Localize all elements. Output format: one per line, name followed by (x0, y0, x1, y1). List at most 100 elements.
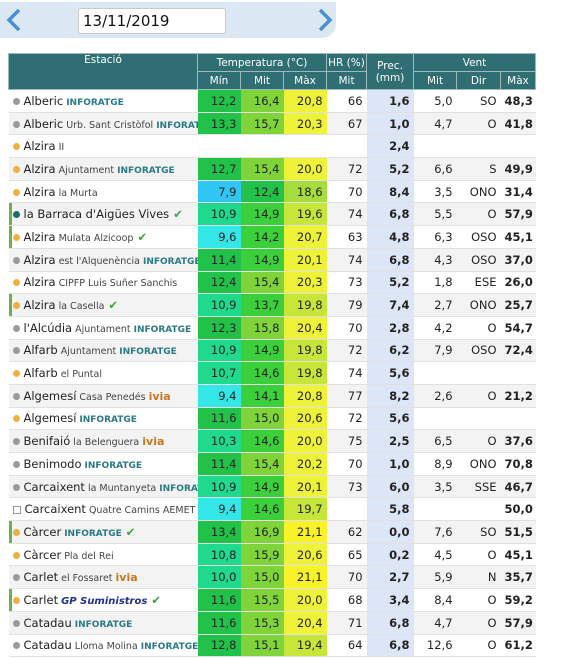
wind-dir: ONO (456, 180, 501, 204)
temp-mit: 14,1 (240, 384, 284, 408)
station-name: la Barraca d'Aigües Vives (23, 207, 170, 222)
station-detail: la Casella (58, 301, 105, 313)
temp-min (197, 134, 241, 159)
temp-max: 19,8 (283, 339, 327, 363)
station-detail: la Murta (58, 187, 98, 199)
wind-mit: 5,5 (413, 202, 457, 227)
temp-mit: 15,7 (240, 112, 284, 136)
humidity: 70 (326, 180, 367, 204)
marker (12, 256, 20, 264)
station-cell: Càrcer INFORATGE ✔ (8, 520, 198, 544)
temp-mit (240, 134, 284, 159)
temp-min: 9,4 (197, 384, 241, 408)
header-wind: Vent (413, 53, 537, 72)
humidity (326, 497, 367, 522)
humidity: 72 (326, 407, 367, 431)
wind-max: 41,8 (500, 112, 536, 136)
station-row: Càrcer Pla del Rei 10,8 15,9 20,6 65 0,2 4,5 O 45… (8, 543, 536, 567)
sub-header: Màx (500, 71, 537, 90)
wind-dir: SO (456, 89, 501, 113)
wind-max: 51,5 (500, 520, 536, 544)
source-logo: INFORATGE (79, 415, 137, 426)
temp-mit: 15,0 (240, 407, 284, 431)
station-name: Alberic (23, 116, 64, 131)
humidity: 70 (326, 565, 367, 590)
wind-mit: 12,6 (413, 634, 457, 658)
marker (12, 370, 20, 378)
wind-mit (413, 497, 457, 522)
humidity: 74 (326, 361, 367, 385)
check-icon: ✔ (108, 298, 119, 313)
wind-mit: 3,5 (413, 475, 457, 499)
wind-dir: OSO (456, 339, 501, 363)
station-cell: Catadau Lloma Molina INFORATGE (8, 634, 198, 658)
station-cell: Alfarb el Puntal (8, 361, 198, 385)
station-cell: Algemesí Casa Penedés ivia (8, 384, 198, 408)
wind-max: 37,0 (500, 248, 536, 272)
next-arrow[interactable] (318, 8, 333, 32)
humidity: 70 (326, 452, 367, 476)
station-detail: CIPFP Luis Suñer Sanchis (58, 278, 178, 290)
marker (12, 551, 20, 559)
marker (12, 97, 20, 105)
temp-mit: 15,4 (240, 157, 284, 181)
precipitation: 8,2 (366, 384, 414, 408)
station-cell: Benimodo INFORATGE (8, 452, 198, 476)
marker (12, 188, 20, 196)
humidity: 64 (326, 634, 367, 658)
sub-header: Mit (413, 71, 458, 90)
wind-mit: 6,3 (413, 225, 457, 249)
wind-mit: 4,2 (413, 316, 457, 340)
prev-arrow[interactable] (6, 8, 21, 32)
wind-max: 37,6 (500, 429, 536, 453)
station-name: Catadau (23, 638, 72, 653)
wind-mit (413, 361, 457, 385)
station-name: Benimodo (23, 456, 82, 471)
marker (12, 233, 20, 241)
wind-max (500, 361, 536, 385)
wind-max: 21,2 (500, 384, 536, 408)
station-row: Càrcer INFORATGE ✔ 13,4 16,9 21,1 62 0,0 7,6 SO 51… (8, 520, 536, 544)
precipitation: 1,6 (366, 89, 414, 113)
wind-max: 25,7 (500, 293, 536, 317)
humidity: 77 (326, 384, 367, 408)
wind-mit: 3,5 (413, 180, 457, 204)
station-detail: Mulata Alzicoop (58, 232, 134, 244)
marker (12, 574, 20, 582)
wind-dir (456, 361, 501, 385)
station-name: Carcaixent (23, 479, 85, 494)
temp-mit: 14,9 (240, 248, 284, 272)
temp-max: 21,1 (283, 565, 327, 590)
temp-max: 19,7 (283, 497, 327, 522)
temp-mit: 14,6 (240, 429, 284, 453)
temp-max: 21,1 (283, 520, 327, 544)
source-logo: ivia (148, 389, 171, 403)
temp-min: 12,4 (197, 271, 241, 295)
marker (12, 642, 20, 650)
temp-mit: 14,6 (240, 497, 284, 522)
temp-min: 11,4 (197, 248, 241, 272)
temp-mit: 15,0 (240, 565, 284, 590)
wind-mit: 4,5 (413, 543, 457, 567)
marker (12, 120, 20, 128)
date-input[interactable]: 13/11/2019 (78, 8, 226, 34)
station-table: Estació Temperatura (°C) HR (%) Prec. (m… (8, 53, 537, 658)
header-temperature: Temperatura (°C) (196, 53, 328, 72)
wind-dir: O (456, 634, 501, 658)
station-cell: Carlet GP Suministros ✔ (8, 588, 198, 612)
wind-mit (413, 407, 457, 431)
wind-max: 49,9 (500, 157, 536, 181)
station-detail: el Puntal (60, 369, 102, 381)
wind-max: 31,4 (500, 180, 536, 204)
temp-mit: 15,4 (240, 271, 284, 295)
marker (12, 347, 20, 355)
source-logo: INFORATGE (133, 324, 192, 335)
wind-mit: 8,4 (413, 588, 457, 612)
humidity: 72 (326, 339, 367, 363)
precipitation: 0,0 (366, 520, 414, 544)
temp-min: 13,4 (197, 520, 241, 544)
station-name: Benifaió (23, 434, 71, 449)
wind-mit: 8,9 (413, 452, 457, 476)
station-cell: Càrcer Pla del Rei (8, 543, 198, 567)
